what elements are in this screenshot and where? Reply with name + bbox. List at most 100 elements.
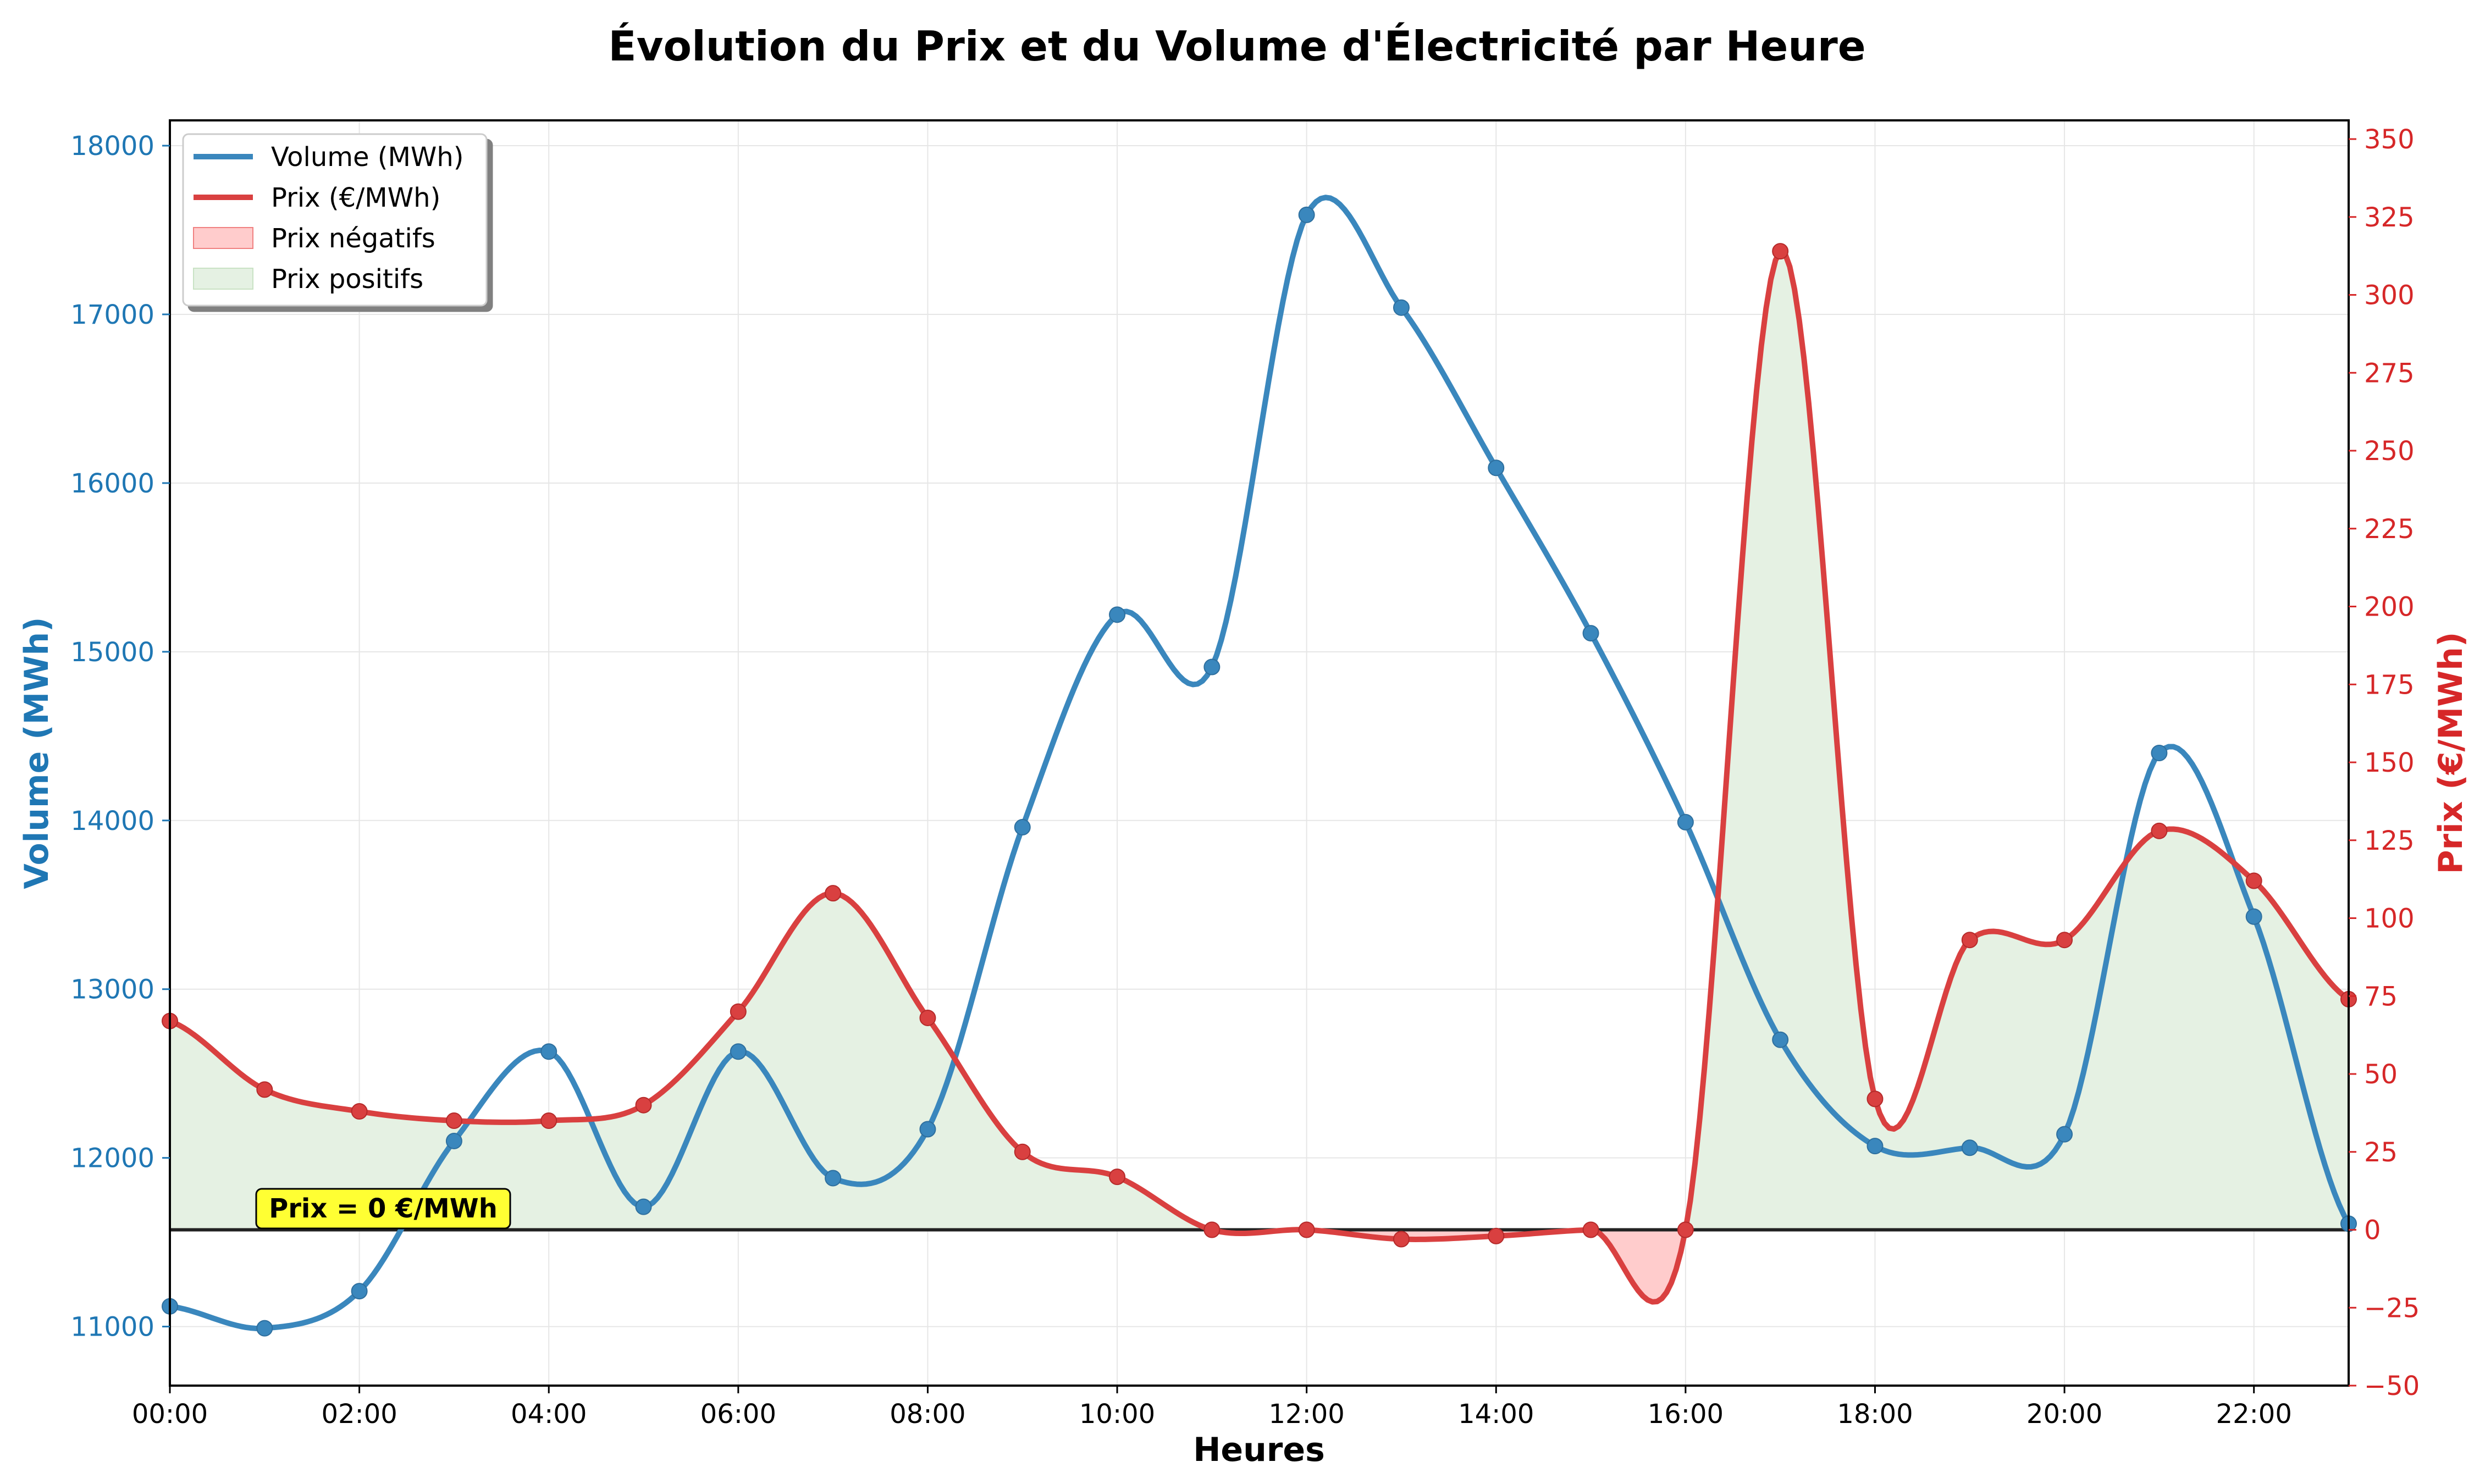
volume-point — [635, 1198, 652, 1215]
volume-point — [445, 1132, 462, 1149]
y-left-tick-label: 17000 — [70, 300, 154, 330]
x-axis-label: Heures — [1193, 1431, 1325, 1469]
price-point — [2151, 822, 2168, 839]
y-left-tick-label: 12000 — [70, 1143, 154, 1174]
y-right-tick-label: 350 — [2364, 124, 2415, 155]
y-left-axis-label: Volume (MWh) — [18, 617, 56, 889]
volume-point — [540, 1043, 557, 1060]
price-point — [1866, 1090, 1884, 1108]
x-tick-label: 08:00 — [890, 1399, 965, 1430]
x-tick-label: 12:00 — [1268, 1399, 1344, 1430]
price-point — [1582, 1221, 1599, 1238]
y-right-axis-label: Prix (€/MWh) — [2432, 632, 2470, 874]
y-right-tick-label: 250 — [2364, 436, 2415, 467]
y-right-tick-label: 200 — [2364, 592, 2415, 623]
volume-point — [351, 1283, 368, 1300]
legend-label-volume: Volume (MWh) — [271, 142, 464, 173]
volume-point — [2056, 1126, 2073, 1143]
x-tick-label: 02:00 — [321, 1399, 397, 1430]
volume-point — [1203, 658, 1221, 675]
y-right-tick-label: −50 — [2364, 1371, 2420, 1402]
y-right-tick-label: 325 — [2364, 202, 2415, 233]
volume-point — [1677, 813, 1694, 830]
positive-price-area — [170, 251, 2349, 1230]
x-tick-label: 04:00 — [511, 1399, 587, 1430]
volume-point — [1772, 1031, 1789, 1048]
volume-point — [1298, 206, 1315, 223]
price-point — [1298, 1221, 1315, 1238]
price-point — [730, 1003, 747, 1020]
x-tick-label: 22:00 — [2216, 1399, 2292, 1430]
volume-point — [1393, 299, 1410, 316]
x-tick-label: 00:00 — [132, 1399, 208, 1430]
y-left-tick-label: 15000 — [70, 637, 154, 668]
legend-label-negative: Prix négatifs — [271, 223, 435, 254]
y-left-tick-label: 13000 — [70, 974, 154, 1005]
y-right-tick-label: 175 — [2364, 669, 2415, 700]
price-point — [1488, 1227, 1505, 1244]
volume-point — [1961, 1139, 1978, 1156]
y-left-tick-label: 11000 — [70, 1312, 154, 1343]
x-tick-label: 10:00 — [1079, 1399, 1155, 1430]
price-point — [635, 1097, 652, 1114]
volume-point — [1488, 459, 1505, 477]
y-right-tick-label: 75 — [2364, 981, 2398, 1012]
volume-point — [1109, 606, 1126, 623]
volume-point — [256, 1320, 273, 1337]
chart-title: Évolution du Prix et du Volume d'Électri… — [608, 22, 1865, 70]
series-lines — [170, 195, 2349, 1332]
y-left-tick-label: 14000 — [70, 806, 154, 837]
x-axis-ticks: 00:00 02:00 04:00 06:00 08:00 10:00 12:00 14:00… — [132, 1386, 2292, 1430]
volume-point — [2151, 745, 2168, 761]
y-right-tick-label: 275 — [2364, 358, 2415, 389]
zero-price-annotation: Prix = 0 €/MWh — [255, 1188, 511, 1230]
legend-box — [182, 133, 488, 307]
y-left-tick-label: 16000 — [70, 468, 154, 499]
volume-point — [1866, 1138, 1884, 1155]
price-point — [2245, 872, 2262, 889]
plot-frame — [169, 119, 2350, 1387]
y-right-tick-label: 100 — [2364, 904, 2415, 934]
price-point — [540, 1112, 557, 1129]
y-right-tick-label: 0 — [2364, 1215, 2381, 1246]
y-right-tick-label: 225 — [2364, 514, 2415, 545]
series-markers — [162, 206, 2357, 1337]
price-point — [1203, 1221, 1221, 1238]
price-point — [1677, 1221, 1694, 1238]
price-point — [1961, 932, 1978, 949]
price-point — [825, 885, 842, 902]
price-fill-areas — [170, 251, 2349, 1302]
volume-point — [1582, 625, 1599, 642]
volume-point — [730, 1043, 747, 1060]
legend-swatch-negative — [193, 227, 253, 249]
y-left-axis-ticks: 11000 12000 13000 14000 15000 16000 17000 18000 — [70, 131, 170, 1343]
y-left-tick-label: 18000 — [70, 131, 154, 162]
x-tick-label: 20:00 — [2026, 1399, 2102, 1430]
y-right-axis-ticks: −50 −25 0 25 50 75 100 125 150 175 200 225 250 275 300… — [2349, 124, 2420, 1402]
volume-point — [1014, 819, 1031, 836]
annotation-text: Prix = 0 €/MWh — [269, 1193, 498, 1224]
price-point — [1014, 1143, 1031, 1160]
volume-point — [2245, 908, 2262, 925]
legend-swatch-positive — [193, 268, 253, 290]
annotation-box — [255, 1188, 511, 1230]
y-right-tick-label: 25 — [2364, 1137, 2398, 1168]
price-point — [2056, 932, 2073, 949]
price-line — [170, 248, 2349, 1305]
y-right-tick-label: 50 — [2364, 1059, 2398, 1090]
price-point — [351, 1103, 368, 1120]
volume-point — [919, 1121, 936, 1138]
y-right-tick-label: 125 — [2364, 826, 2415, 856]
price-point — [256, 1081, 273, 1098]
x-tick-label: 18:00 — [1837, 1399, 1913, 1430]
x-tick-label: 06:00 — [700, 1399, 776, 1430]
x-tick-label: 16:00 — [1648, 1399, 1724, 1430]
legend: Volume (MWh) Prix (€/MWh) Prix négatifs … — [182, 133, 488, 307]
price-point — [919, 1009, 936, 1026]
legend-label-price: Prix (€/MWh) — [271, 182, 440, 213]
price-point — [1109, 1169, 1126, 1186]
x-tick-label: 14:00 — [1458, 1399, 1534, 1430]
price-point — [1393, 1231, 1410, 1248]
volume-point — [825, 1170, 842, 1187]
